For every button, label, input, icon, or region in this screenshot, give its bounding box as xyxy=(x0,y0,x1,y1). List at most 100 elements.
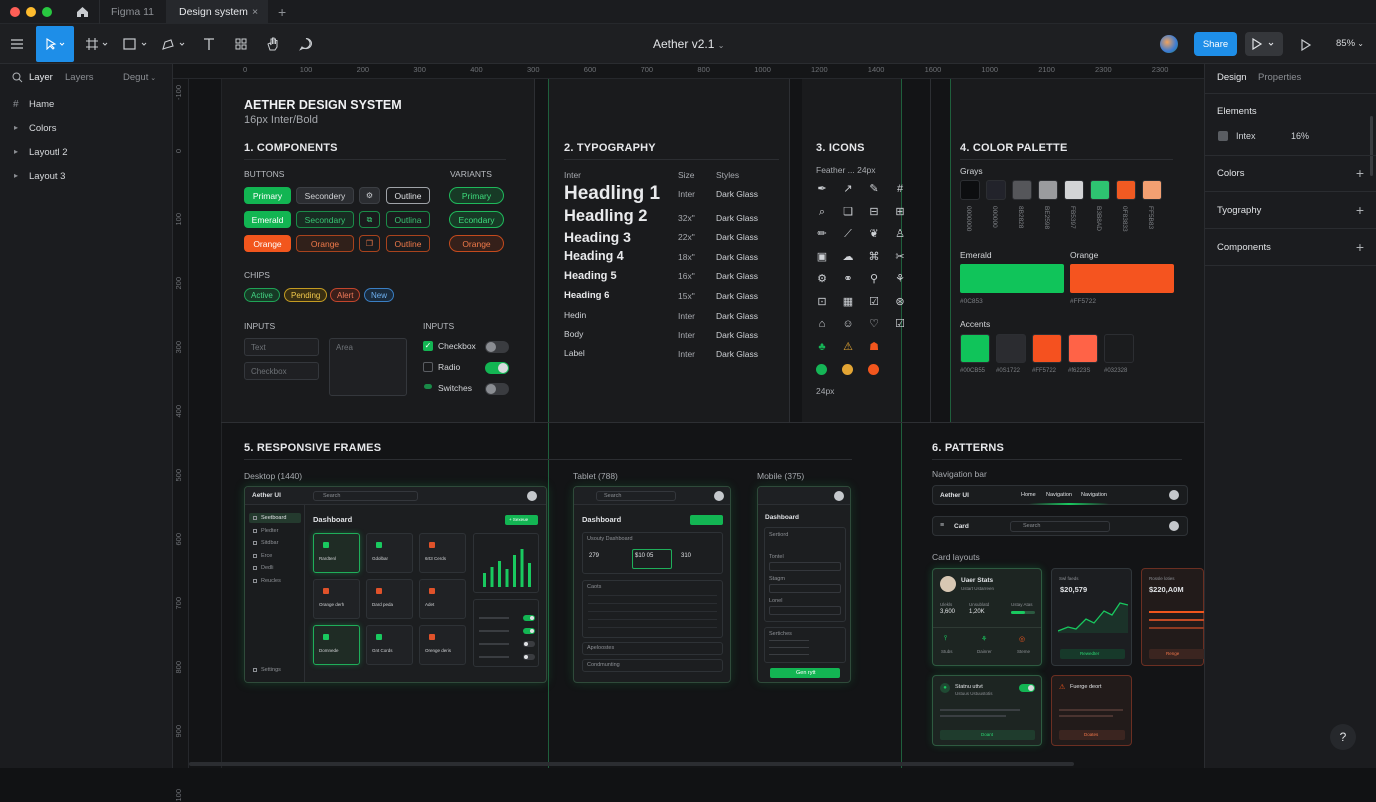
minimize-window-button[interactable] xyxy=(26,7,36,17)
tab-figma[interactable]: Figma 11 xyxy=(99,0,165,24)
checkbox-checked[interactable]: ✓ xyxy=(423,341,433,351)
shape-tool-button[interactable] xyxy=(122,32,150,56)
tab-properties[interactable]: Properties xyxy=(1258,72,1302,83)
home-tab[interactable] xyxy=(66,0,98,24)
gray-swatch[interactable] xyxy=(1090,180,1110,200)
chip-pending[interactable]: Pending xyxy=(284,288,328,302)
share-button[interactable]: Share xyxy=(1194,32,1237,56)
switch-mini[interactable] xyxy=(424,384,432,389)
pen-tool-button[interactable] xyxy=(160,32,188,56)
nav-item[interactable]: Erce xyxy=(261,552,273,559)
user-foot-2[interactable]: Dainrer xyxy=(977,649,992,654)
status-toggle[interactable] xyxy=(1019,684,1035,692)
search-icon[interactable] xyxy=(12,72,23,83)
layer-item-layout-3[interactable]: Layout 3 xyxy=(29,171,66,182)
secondary-orange-button[interactable]: Orange xyxy=(296,235,354,252)
accent-swatch[interactable] xyxy=(1104,334,1134,363)
variant-orange-button[interactable]: Orange xyxy=(449,235,504,252)
nav-item[interactable]: Reucles xyxy=(261,577,281,584)
icon-button-external[interactable]: ⧉ xyxy=(359,211,380,228)
add-component-icon[interactable]: + xyxy=(1355,239,1364,255)
dash-card[interactable]: Orange derh xyxy=(313,579,360,619)
variant-primary-button[interactable]: Primary xyxy=(449,187,504,204)
gray-swatch[interactable] xyxy=(1142,180,1162,200)
primary-button[interactable]: Primary xyxy=(244,187,291,204)
radio-toggle[interactable] xyxy=(485,362,509,374)
secondary-emerald-button[interactable]: Secondary xyxy=(296,211,354,228)
present-menu-button[interactable] xyxy=(1245,32,1283,56)
new-tab-button[interactable]: + xyxy=(278,4,287,20)
text-input[interactable]: Text xyxy=(244,338,319,356)
user-stats-card[interactable]: Uaer Stats Ustart Ustarreen Ulekls Unsub… xyxy=(932,568,1042,666)
hand-tool-button[interactable] xyxy=(264,32,282,56)
warning-button[interactable] xyxy=(1059,730,1125,740)
icon-button-copy[interactable]: ❐ xyxy=(359,235,380,252)
document-title[interactable]: Aether v2.1 ⌄ xyxy=(653,37,724,51)
desktop-add-button[interactable] xyxy=(505,515,538,525)
panel-scrollbar[interactable] xyxy=(1370,116,1373,176)
desktop-avatar[interactable] xyxy=(527,491,537,501)
tablet-accordion-1[interactable] xyxy=(582,642,723,655)
outline-button[interactable]: Outline xyxy=(386,187,430,204)
typography-frame[interactable] xyxy=(549,79,789,422)
switches-toggle[interactable] xyxy=(485,383,509,395)
layer-item-colors[interactable]: Colors xyxy=(29,123,57,134)
secondary-button[interactable]: Secondery xyxy=(296,187,354,204)
user-foot-3[interactable]: Steme xyxy=(1017,649,1031,654)
tablet-frame[interactable]: Search Dashboard Usouty Dashboard Caots … xyxy=(573,486,731,683)
components-tool-button[interactable] xyxy=(232,32,250,56)
tablet-search[interactable] xyxy=(596,491,676,501)
status-toggle[interactable] xyxy=(523,654,535,660)
pattern-navbar[interactable]: Aether UI Home Navigation Navigation xyxy=(932,485,1188,505)
mobile-frame[interactable]: Dashboard Sertiches Gen rytt Sertiord Ton… xyxy=(757,486,851,683)
chip-active[interactable]: Active xyxy=(244,288,280,302)
accent-swatch[interactable] xyxy=(996,334,1026,363)
orange-button[interactable]: Orange xyxy=(244,235,291,252)
pattern-card-bar[interactable]: ≡ Card Search xyxy=(932,516,1188,536)
mobile-avatar[interactable] xyxy=(834,491,844,501)
gray-swatch[interactable] xyxy=(1038,180,1058,200)
status-toggle[interactable] xyxy=(523,628,535,634)
accent-swatch[interactable] xyxy=(1032,334,1062,363)
expand-icon[interactable]: ▸ xyxy=(14,147,19,156)
menu-icon[interactable]: ≡ xyxy=(940,522,945,529)
mobile-primary-button[interactable] xyxy=(770,668,840,678)
tab-layer[interactable]: Layer xyxy=(29,72,53,83)
nav-item[interactable]: Seetboard xyxy=(261,515,287,521)
tab-close-icon[interactable]: × xyxy=(252,6,259,18)
revenue-card[interactable]: Rossle loties $220,A0M Renge xyxy=(1141,568,1204,666)
layer-item-home[interactable]: Hame xyxy=(29,99,55,110)
revenue-button[interactable] xyxy=(1149,649,1204,659)
orange-swatch[interactable] xyxy=(1070,264,1174,293)
dash-card[interactable]: Rardtenl xyxy=(313,533,360,573)
status-button[interactable] xyxy=(940,730,1035,740)
outline-emerald-button[interactable]: Outlina xyxy=(386,211,430,228)
move-tool-button[interactable] xyxy=(36,26,74,62)
main-menu-icon[interactable] xyxy=(8,32,26,56)
dash-card[interactable]: Adet xyxy=(419,579,466,619)
horizontal-scrollbar[interactable] xyxy=(189,762,1074,766)
tab-design-system[interactable]: Design system × xyxy=(166,0,268,24)
canvas[interactable]: AETHER DESIGN SYSTEM 16px Inter/Bold 1. … xyxy=(189,79,1204,768)
warning-card[interactable]: ⚠ Fuerge deort Doates xyxy=(1051,675,1132,746)
color-palette-frame[interactable] xyxy=(951,79,1204,422)
gray-swatch[interactable] xyxy=(1012,180,1032,200)
checkbox-toggle[interactable] xyxy=(485,341,509,353)
expand-icon[interactable]: ▸ xyxy=(14,171,19,180)
checkbox-input[interactable]: Checkbox xyxy=(244,362,319,380)
page-select[interactable]: Degut ⌄ xyxy=(123,72,156,83)
pattern-card-avatar[interactable] xyxy=(1169,521,1179,531)
radio-box[interactable] xyxy=(423,362,433,372)
nav-item[interactable]: Sitdbar xyxy=(261,540,279,546)
form-field[interactable] xyxy=(769,562,841,571)
form-field[interactable] xyxy=(769,606,841,615)
desktop-search[interactable] xyxy=(313,491,418,501)
tab-design[interactable]: Design xyxy=(1217,72,1247,83)
pattern-nav-item-2[interactable]: Navigation xyxy=(1081,492,1107,498)
add-typography-icon[interactable]: + xyxy=(1355,202,1364,218)
gray-swatch[interactable] xyxy=(1116,180,1136,200)
total-button[interactable] xyxy=(1060,649,1125,659)
total-card[interactable]: Swl faeds $20,579 Rewedter xyxy=(1051,568,1132,666)
desktop-frame[interactable]: Aether UI Search Dashboard + Sexeue Seet… xyxy=(244,486,547,683)
icon-button-settings[interactable]: ⚙ xyxy=(359,187,380,204)
